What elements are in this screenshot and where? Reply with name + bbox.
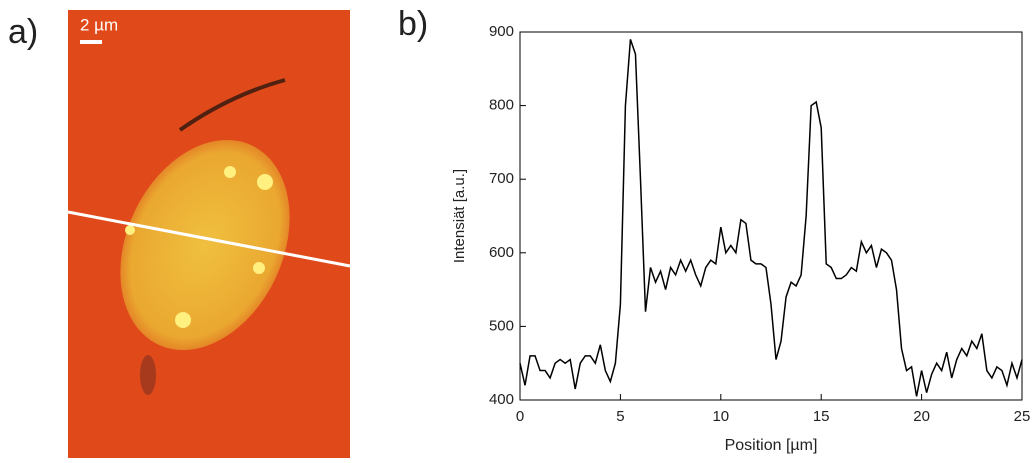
x-tick-label: 15	[813, 408, 830, 425]
y-tick-label: 900	[489, 23, 514, 40]
profile-line	[67, 210, 351, 268]
granule	[257, 174, 273, 190]
cell-edge	[178, 78, 286, 132]
scale-bar	[80, 40, 102, 44]
y-tick-label: 800	[489, 97, 514, 114]
x-tick-label: 20	[913, 408, 930, 425]
x-axis-label: Position [µm]	[725, 437, 818, 454]
panel-label: b)	[398, 5, 428, 43]
x-tick-label: 5	[616, 408, 624, 425]
data-line	[519, 39, 1023, 397]
x-tick-label: 10	[712, 408, 729, 425]
cell-tail	[140, 355, 156, 395]
y-axis-label: Intensiät [a.u.]	[451, 169, 468, 263]
cell	[120, 139, 290, 351]
granule	[125, 225, 135, 235]
y-tick-label: 600	[489, 244, 514, 261]
granule	[253, 262, 265, 274]
granule	[224, 166, 236, 178]
plot-frame	[519, 31, 1023, 401]
micrograph: 2 µm	[67, 10, 351, 458]
scale-bar-label: 2 µm	[80, 15, 118, 34]
y-tick-label: 400	[489, 391, 514, 408]
y-tick-label: 700	[489, 170, 514, 187]
y-tick-label: 500	[489, 317, 514, 334]
granule	[175, 312, 191, 328]
x-tick-label: 0	[516, 408, 524, 425]
x-tick-label: 25	[1014, 408, 1031, 425]
panel-label: a)	[8, 13, 38, 51]
